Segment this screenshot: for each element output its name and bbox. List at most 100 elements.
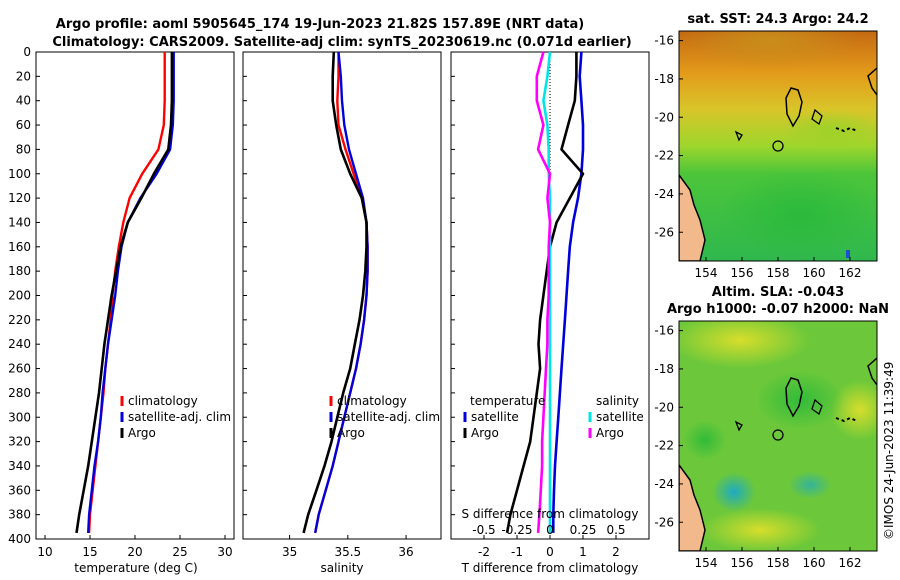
- salinity-xtick-label: 36: [398, 545, 413, 559]
- map-ytick-label: -16: [654, 34, 674, 48]
- temperature-ytick-label: 80: [16, 142, 31, 156]
- temperature-ytick-label: 320: [8, 435, 31, 449]
- temperature-ytick-label: 100: [8, 167, 31, 181]
- salinity-legend-climatology: climatology: [337, 394, 407, 408]
- temperature-ytick-label: 240: [8, 337, 31, 351]
- sla-chain: [835, 416, 858, 423]
- map-ytick-label: -24: [654, 187, 674, 201]
- sla-cool-b: [788, 471, 832, 499]
- salinity-lines: [302, 51, 369, 534]
- map-ytick-label: -18: [654, 72, 674, 86]
- sst-map-panel: sat. SST: 24.3 Argo: 24.2 154 156 158 160 16…: [654, 12, 878, 280]
- sla-map-title: Altim. SLA: -0.043: [712, 285, 844, 300]
- map-ytick-label: -16: [654, 324, 674, 338]
- salinity-axes-frame: [242, 51, 442, 540]
- map-xtick-label: 156: [731, 556, 754, 570]
- map-ytick-label: -26: [654, 515, 674, 529]
- salinity-xtick-label: 35.5: [334, 545, 361, 559]
- sla-yellow-c: [700, 508, 820, 551]
- series-line-satellite-adj-clim: [314, 51, 369, 534]
- temperature-ytick-label: 160: [8, 240, 31, 254]
- temperature-ytick-label: 280: [8, 386, 31, 400]
- sla-map-panel: Altim. SLA: -0.043 Argo h1000: -0.07 h20…: [654, 285, 889, 570]
- temperature-legend-climatology: climatology: [128, 394, 198, 408]
- temperature-axes-frame: [35, 51, 235, 540]
- temperature-xtick-label: 20: [127, 545, 142, 559]
- map-xtick-label: 162: [839, 556, 862, 570]
- temperature-ytick-label: 400: [8, 532, 31, 546]
- difference-ticks: -2 -1 0 1 2: [451, 51, 620, 559]
- sla-coast-east: [867, 357, 877, 386]
- salinity-legend-satellite: satellite-adj. clim: [337, 410, 440, 424]
- sst-warm-patch: [680, 31, 860, 70]
- map-ytick-label: -20: [654, 400, 674, 414]
- sla-map-field: [679, 321, 877, 551]
- difference-xtick2-label: 0: [546, 523, 554, 537]
- header-line1: Argo profile: aoml 5905645_174 19-Jun-20…: [56, 17, 584, 32]
- sst-green-patch: [720, 170, 877, 260]
- temperature-ytick-label: 60: [16, 118, 31, 132]
- salinity-panel: 35 35.5 36 salinity climatology satellite-…: [242, 51, 442, 575]
- difference-legend-temperature: temperature: [470, 394, 545, 408]
- sst-map-ticks: 154 156 158 160 162 -16 -18 -20 -22 -24 -26: [654, 34, 861, 280]
- difference-xtick-label: 0: [546, 545, 554, 559]
- temperature-ytick-label: 20: [16, 69, 31, 83]
- difference-xtick2-label: -0.25: [501, 523, 532, 537]
- sst-map-title: sat. SST: 24.3 Argo: 24.2: [687, 12, 868, 27]
- map-xtick-label: 160: [803, 266, 826, 280]
- difference-xticks2: -0.5 -0.25 0 0.25 0.5: [472, 523, 625, 537]
- map-ytick-label: -26: [654, 225, 674, 239]
- temperature-ytick-label: 380: [8, 508, 31, 522]
- difference-xtick-label: 1: [579, 545, 587, 559]
- map-xtick-label: 154: [695, 556, 718, 570]
- map-xtick-label: 154: [695, 266, 718, 280]
- series-line-argo: [75, 52, 174, 534]
- series-line-s-argo: [535, 51, 552, 533]
- temperature-legend: climatology satellite-adj. clim Argo: [120, 394, 231, 440]
- map-xtick-label: 158: [767, 556, 790, 570]
- temperature-ytick-label: 180: [8, 264, 31, 278]
- sla-map-ticks: 154 156 158 160 162 -16 -18 -20 -22 -24 -26: [654, 324, 861, 570]
- temperature-xticks: 10 15 20 25 30: [37, 535, 233, 559]
- temperature-ytick-label: 340: [8, 459, 31, 473]
- map-xtick-label: 158: [767, 266, 790, 280]
- sst-coast-east: [867, 67, 877, 96]
- difference-xlabel2: S difference from climatology: [462, 507, 639, 521]
- difference-xtick2-label: -0.5: [472, 523, 495, 537]
- temperature-ytick-label: 0: [23, 45, 31, 59]
- header-line2: Climatology: CARS2009. Satellite-adj cli…: [52, 35, 631, 50]
- difference-legend-salinity: salinity: [596, 394, 639, 408]
- map-ytick-label: -18: [654, 362, 674, 376]
- difference-legend-s-argo: Argo: [596, 426, 624, 440]
- difference-legend-t-satellite: satellite: [471, 410, 519, 424]
- series-line-t-satellite: [551, 51, 585, 533]
- sla-map-subtitle: Argo h1000: -0.07 h2000: NaN: [667, 302, 889, 317]
- salinity-xtick-label: 35: [282, 545, 297, 559]
- difference-xtick2-label: 0.5: [606, 523, 625, 537]
- map-ytick-label: -20: [654, 110, 674, 124]
- salinity-legend-argo: Argo: [337, 426, 365, 440]
- salinity-legend: climatology satellite-adj. clim Argo: [329, 394, 440, 440]
- temperature-xtick-label: 15: [82, 545, 97, 559]
- series-line-argo: [302, 51, 368, 534]
- sla-argo-marker: [772, 429, 784, 441]
- map-xtick-label: 160: [803, 556, 826, 570]
- difference-panel: -2 -1 0 1 2 T difference from climatology S …: [450, 51, 650, 575]
- sst-yellow-patch: [780, 110, 877, 150]
- difference-legend-t-argo: Argo: [471, 426, 499, 440]
- temperature-yticks: 0 20 40 60 80 100 120 140 160 180 200 220 240 260 280 3…: [8, 45, 40, 546]
- salinity-xlabel: salinity: [320, 561, 363, 575]
- difference-legend-s-satellite: satellite: [596, 410, 644, 424]
- temperature-xlabel: temperature (deg C): [74, 561, 197, 575]
- temperature-ytick-label: 260: [8, 362, 31, 376]
- sla-yellow-a: [679, 321, 810, 368]
- series-line-t-argo: [505, 52, 585, 534]
- difference-xtick-label: -2: [478, 545, 490, 559]
- sla-reef: [734, 398, 823, 432]
- map-xtick-label: 162: [839, 266, 862, 280]
- sst-map-field: [679, 31, 877, 261]
- map-ytick-label: -22: [654, 439, 674, 453]
- sla-cool-a: [712, 472, 756, 512]
- sst-reef: [734, 108, 823, 142]
